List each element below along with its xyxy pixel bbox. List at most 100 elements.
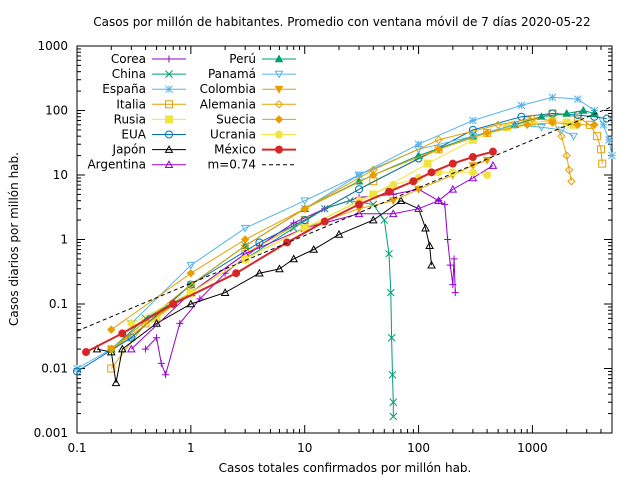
data-point	[355, 200, 364, 209]
series-line	[110, 200, 394, 417]
legend-swatch-marker	[275, 145, 283, 154]
data-point	[153, 334, 161, 342]
data-point	[186, 269, 196, 278]
legend-swatch-marker	[164, 145, 174, 153]
data-point	[186, 261, 196, 270]
data-point	[389, 412, 398, 421]
series-line	[130, 165, 494, 350]
series-china	[107, 196, 398, 421]
legend-item-rusia: Rusia	[114, 112, 186, 126]
data-point	[409, 177, 418, 186]
series-espana	[73, 93, 616, 373]
data-point	[596, 145, 605, 154]
data-point	[387, 333, 396, 342]
y-tick-label: 0.01	[41, 362, 68, 376]
legend-item-colombia: Colombia	[200, 82, 296, 96]
legend-label: Italia	[116, 97, 146, 111]
legend-label: Rusia	[114, 112, 146, 126]
data-point	[289, 254, 299, 263]
legend-item-alemania: Alemania	[200, 97, 296, 111]
data-point	[117, 344, 127, 353]
series-suecia	[107, 118, 599, 334]
data-point	[240, 235, 250, 244]
data-point	[368, 215, 378, 224]
data-point	[309, 244, 319, 253]
data-point	[434, 196, 443, 204]
data-point	[448, 168, 457, 177]
data-point	[176, 319, 184, 327]
data-point	[283, 238, 292, 247]
legend-label: Corea	[111, 52, 146, 66]
legend-label: EUA	[121, 128, 146, 142]
data-point	[73, 367, 81, 376]
data-point	[111, 378, 121, 387]
data-point	[602, 114, 611, 123]
data-point	[186, 299, 196, 308]
legend-swatch-marker	[275, 130, 283, 139]
data-point	[388, 209, 398, 218]
data-point	[355, 185, 364, 194]
data-point	[557, 126, 566, 135]
data-point	[590, 120, 599, 130]
data-point	[488, 161, 498, 169]
legend-label: Perú	[229, 52, 256, 66]
data-point	[564, 165, 574, 175]
legend-swatch-marker	[274, 85, 284, 94]
data-point	[451, 289, 459, 297]
data-point	[389, 398, 398, 407]
data-point	[107, 344, 116, 354]
legend-label: México	[214, 143, 256, 157]
data-point	[444, 236, 452, 243]
data-point	[107, 325, 116, 334]
data-point	[469, 116, 477, 125]
data-point	[468, 168, 477, 177]
series-line	[130, 124, 574, 324]
data-point	[157, 359, 165, 367]
data-point	[425, 241, 434, 250]
legend-swatch-marker	[165, 70, 173, 78]
y-tick-label: 100	[45, 104, 68, 118]
data-point	[275, 264, 284, 273]
data-point	[593, 132, 602, 141]
legend-swatch-marker	[274, 115, 284, 124]
series-panama	[126, 121, 578, 328]
series-layer	[73, 93, 616, 421]
data-point	[605, 136, 613, 144]
x-tick-label: 0.1	[67, 441, 86, 455]
data-point	[240, 241, 250, 250]
legend-item-suecia: Suecia	[216, 112, 296, 126]
data-point	[369, 170, 378, 180]
data-point	[562, 151, 571, 160]
data-point	[300, 197, 310, 206]
legend-item-ucrania: Ucrania	[210, 128, 296, 142]
data-point	[468, 153, 477, 162]
data-point	[448, 184, 458, 193]
data-point	[523, 120, 532, 130]
data-point	[548, 93, 557, 102]
data-point	[169, 300, 178, 308]
legend-item-argentina: Argentina	[87, 158, 186, 172]
series-line	[110, 109, 595, 350]
legend-swatch-marker	[274, 100, 284, 109]
series-line	[110, 112, 603, 369]
data-point	[386, 288, 395, 297]
data-point	[414, 140, 423, 149]
data-point	[354, 171, 364, 180]
legend-swatch-marker	[165, 85, 173, 94]
data-point	[468, 132, 478, 141]
legend-swatch-marker	[165, 55, 173, 63]
data-point	[567, 177, 576, 186]
data-point	[107, 364, 116, 373]
legend-label: Ucrania	[210, 128, 256, 142]
data-point	[255, 238, 264, 247]
data-point	[488, 147, 497, 156]
legend-swatch-marker	[164, 160, 174, 168]
legend-item-japon: Japón	[112, 143, 186, 157]
data-point	[573, 95, 582, 103]
legend-item-italia: Italia	[116, 97, 186, 111]
data-point	[446, 261, 454, 269]
y-axis-label: Casos diarios por millón hab.	[7, 152, 21, 326]
data-point	[255, 268, 264, 277]
legend-swatch-marker	[165, 100, 173, 109]
